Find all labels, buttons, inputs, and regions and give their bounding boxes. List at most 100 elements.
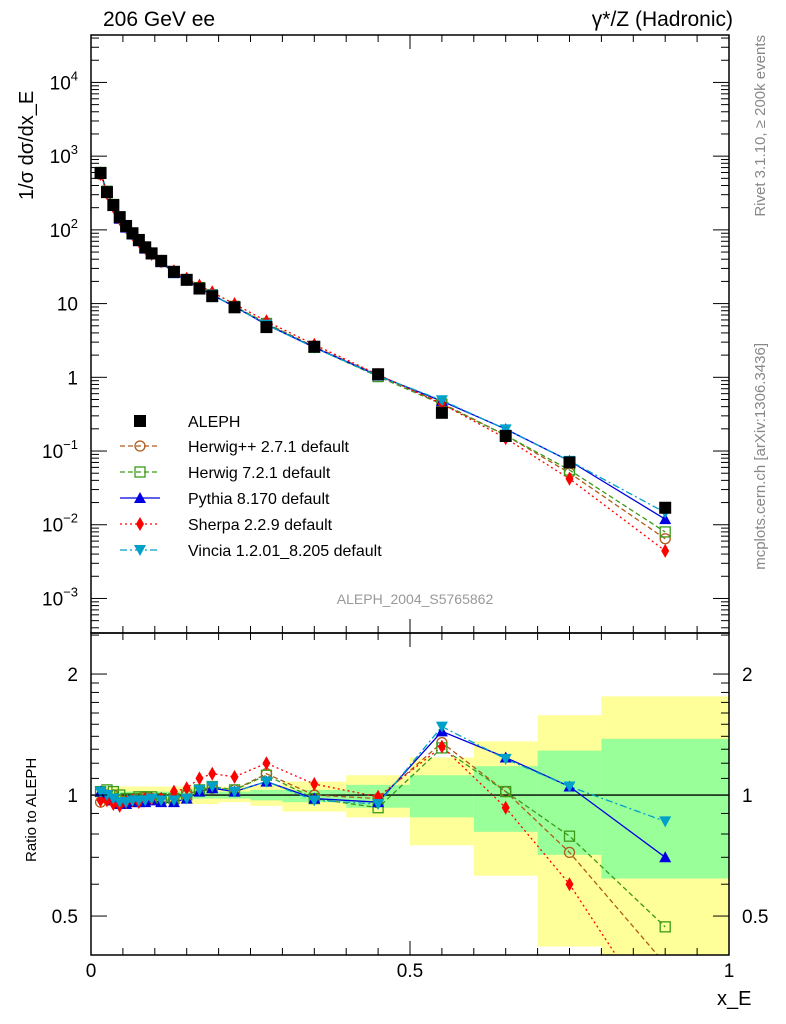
point-aleph [180, 273, 193, 286]
ratio-point-vincia [107, 793, 120, 805]
point-aleph [260, 321, 273, 334]
ratio-y-axis-label: Ratio to ALEPH [23, 758, 40, 862]
ratio-line-sherpa [100, 745, 617, 955]
x-tick-label: 0 [86, 961, 97, 982]
series-line-pythia [99, 172, 666, 520]
ratio-point-sherpa [501, 800, 510, 815]
side-label-top: Rivet 3.1.10, ≥ 200k events [752, 35, 769, 217]
point-vincia [435, 395, 448, 407]
ratio-point-sherpa [230, 769, 239, 784]
point-aleph [206, 290, 219, 303]
y-tick-exponent: −2 [63, 511, 78, 526]
ratio-point-sherpa [310, 777, 319, 792]
ratio-point-vincia [372, 798, 385, 810]
ratio-point-herwig [659, 921, 671, 933]
legend-label-herwig: Herwig++ 2.7.1 default [188, 439, 350, 456]
series-line-herwig [99, 172, 666, 533]
title-left: 206 GeV ee [103, 8, 215, 31]
ratio-point-sherpa [262, 756, 271, 771]
y-tick-label: 10 [57, 295, 78, 316]
stat-uncertainty-band [410, 775, 474, 818]
legend-label-sherpa: Sherpa 2.2.9 default [188, 517, 333, 534]
point-herwig [659, 533, 671, 545]
point-vincia [499, 424, 512, 436]
side-label-bottom: mcplots.cern.ch [arXiv:1306.3436] [752, 343, 769, 570]
title-right: γ*/Z (Hadronic) [592, 8, 733, 31]
y-tick-exponent: 4 [71, 68, 78, 83]
y-tick-exponent: 3 [71, 142, 78, 157]
legend-marker-pythia [134, 492, 146, 503]
point-aleph [155, 254, 168, 267]
series-line-sherpa [99, 173, 666, 552]
legend-label-aleph: ALEPH [188, 414, 240, 431]
ratio-point-vincia [499, 753, 512, 765]
ratio-point-sherpa [195, 771, 204, 786]
ratio-point-pythia [659, 851, 672, 863]
data-marks [94, 166, 672, 969]
point-aleph [499, 429, 512, 442]
ratio-point-vincia [180, 793, 193, 805]
point-aleph [107, 199, 120, 212]
point-pythia [659, 513, 672, 525]
ratio-point-herwig [500, 785, 512, 798]
legend-marker-vincia [134, 545, 146, 556]
ratio-point-vincia [94, 786, 107, 798]
y-tick-exponent: −1 [63, 437, 78, 452]
legend-label-vincia: Vincia 1.2.01_8.205 default [188, 543, 382, 560]
legend-label-pythia: Pythia 8.170 default [188, 491, 330, 508]
y-tick-label: 103 [50, 142, 78, 168]
ratio-point-herwig [660, 959, 670, 969]
point-sherpa [565, 471, 574, 486]
ratio-tick-label: 0.5 [52, 907, 78, 928]
point-aleph [308, 340, 321, 353]
y-axis-label: 1/σ dσ/dx_E [16, 91, 38, 200]
series-line-herwig [99, 174, 666, 540]
ratio-point-sherpa [437, 739, 446, 754]
y-tick-label: 10−2 [42, 511, 78, 537]
legend-label-herwig: Herwig 7.2.1 default [188, 465, 331, 482]
point-aleph [435, 406, 448, 419]
ratio-point-sherpa [96, 793, 105, 808]
y-tick-label: 104 [50, 68, 78, 94]
y-tick-label: 10−1 [42, 437, 78, 463]
ratio-tick-label-right: 0.5 [742, 907, 768, 928]
x-axis-label: x_E [717, 988, 751, 1010]
point-aleph [659, 501, 672, 514]
point-aleph [372, 368, 385, 381]
labels: 206 GeV ee γ*/Z (Hadronic) 1/σ dσ/dx_E R… [16, 8, 769, 1010]
legend-marker-herwig [134, 466, 146, 478]
ratio-point-vincia [659, 816, 672, 828]
point-aleph [94, 167, 107, 180]
ratio-point-sherpa [169, 784, 178, 799]
ratio-point-sherpa [565, 877, 574, 892]
point-aleph [563, 456, 576, 469]
ratio-point-vincia [308, 795, 321, 807]
point-aleph [145, 247, 158, 260]
legend-marker-herwig [134, 440, 146, 452]
point-aleph [193, 282, 206, 295]
uncertainty-bands [91, 696, 729, 955]
y-tick-label: 1 [67, 368, 78, 389]
ratio-point-sherpa [182, 781, 191, 796]
point-aleph [228, 301, 241, 314]
point-aleph [100, 186, 113, 199]
main-frame [90, 34, 730, 634]
point-sherpa [661, 543, 670, 558]
point-aleph [167, 265, 180, 278]
ratio-point-vincia [193, 784, 206, 796]
ratio-point-vincia [563, 781, 576, 793]
ratio-point-vincia [155, 795, 168, 807]
x-tick-label: 0.5 [397, 961, 423, 982]
ratio-point-herwig [563, 830, 576, 842]
y-tick-exponent: 2 [71, 216, 78, 231]
ratio-point-vincia [435, 721, 448, 733]
ratio-tick-label-right: 2 [742, 665, 753, 686]
legend-marker-aleph [134, 415, 146, 427]
ratio-point-vincia [206, 781, 219, 793]
ratio-point-vincia [228, 786, 241, 798]
analysis-label: ALEPH_2004_S5765862 [337, 591, 494, 607]
ratio-point-vincia [167, 795, 180, 807]
legend: Herwig++ 2.7.1 default Herwig 7.2.1 defau… [120, 414, 382, 560]
legend-marker-sherpa [136, 517, 144, 531]
